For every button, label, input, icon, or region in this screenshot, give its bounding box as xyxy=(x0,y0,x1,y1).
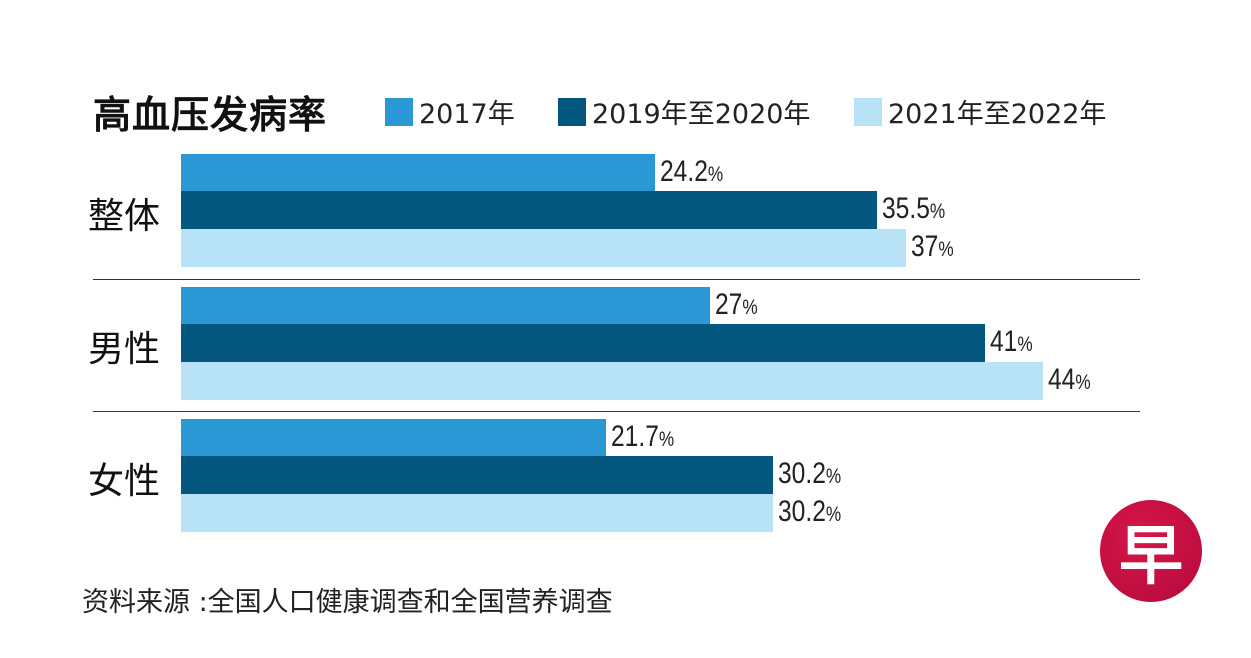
group-divider xyxy=(93,279,1140,280)
data-label: 30.2% xyxy=(777,457,842,491)
bar xyxy=(181,154,656,192)
bar xyxy=(181,456,773,495)
legend-label: 2021年至2022年 xyxy=(888,99,1107,130)
legend-swatch xyxy=(558,97,586,126)
legend-label: 2019年至2020年 xyxy=(592,99,811,130)
bar xyxy=(181,287,711,325)
bar xyxy=(181,493,773,532)
source-note: 资料来源 :全国人口健康调查和全国营养调查 xyxy=(82,587,613,618)
data-label: 27% xyxy=(715,288,758,321)
data-label: 41% xyxy=(989,325,1033,359)
legend-swatch xyxy=(385,97,413,126)
chart-title: 高血压发病率 xyxy=(93,93,328,137)
data-label: 35.5% xyxy=(881,192,946,226)
bar xyxy=(181,228,907,267)
data-label: 30.2% xyxy=(777,494,842,528)
legend-item: 2019年至2020年 xyxy=(558,92,810,131)
category-label: 男性 xyxy=(88,329,161,370)
bar xyxy=(181,324,985,363)
legend-item: 2017年 xyxy=(385,92,515,131)
category-label: 整体 xyxy=(88,196,161,237)
data-label: 21.7% xyxy=(611,420,675,453)
legend-swatch xyxy=(854,97,882,126)
legend-item: 2021年至2022年 xyxy=(854,92,1106,131)
legend-label: 2017年 xyxy=(419,99,515,130)
bar xyxy=(181,361,1044,400)
data-label: 24.2% xyxy=(660,155,724,188)
category-label: 女性 xyxy=(88,461,161,502)
data-label: 44% xyxy=(1048,362,1092,396)
zaobao-logo: 早 xyxy=(1100,500,1202,602)
bar xyxy=(181,419,607,457)
data-label: 37% xyxy=(911,229,954,263)
group-divider xyxy=(93,411,1140,412)
bar xyxy=(181,191,877,230)
